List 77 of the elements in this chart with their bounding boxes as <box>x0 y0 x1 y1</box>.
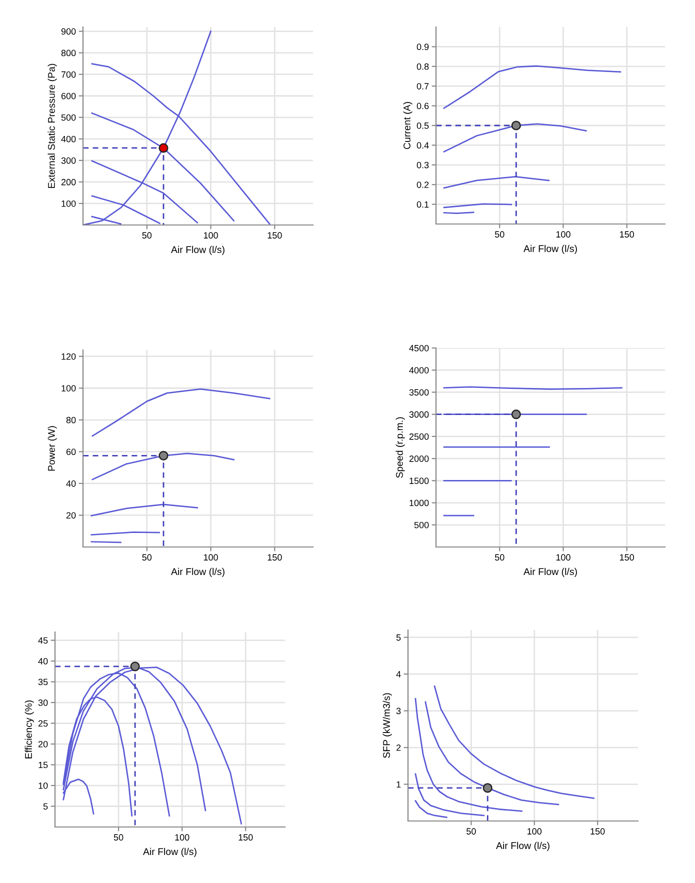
x-tick-label: 100 <box>204 554 218 561</box>
y-tick-label: 80 <box>66 416 76 424</box>
y-tick-label: 5 <box>43 803 48 810</box>
y-axis-title: Efficiency (%) <box>24 700 34 758</box>
x-tick-label: 100 <box>175 834 190 841</box>
y-tick-label: 800 <box>61 50 76 56</box>
y-tick-label: 60 <box>66 448 76 456</box>
y-tick-label: 400 <box>61 136 76 142</box>
x-tick-label: 50 <box>142 232 152 239</box>
y-tick-label: 0.7 <box>416 83 429 90</box>
x-tick-label: 100 <box>528 828 542 835</box>
y-tick-label: 15 <box>38 762 48 768</box>
y-tick-label: 2 <box>396 744 401 751</box>
y-tick-label: 4 <box>396 671 401 678</box>
x-tick-label: 150 <box>620 231 634 238</box>
y-tick-label: 20 <box>66 512 76 519</box>
y-tick-label: 1 <box>396 781 401 788</box>
y-tick-label: 2500 <box>409 433 429 440</box>
x-axis-title: Air Flow (l/s) <box>496 842 550 851</box>
y-tick-label: 120 <box>62 353 76 360</box>
y-tick-label: 0.3 <box>416 162 429 168</box>
y-tick-label: 0.2 <box>416 182 429 188</box>
y-tick-label: 900 <box>61 28 76 35</box>
y-tick-label: 500 <box>61 114 76 121</box>
y-tick-label: 500 <box>414 522 429 528</box>
y-tick-label: 5 <box>396 634 401 641</box>
x-tick-label: 100 <box>556 554 570 561</box>
x-tick-label: 50 <box>494 554 504 561</box>
y-tick-label: 1500 <box>410 478 429 484</box>
y-tick-label: 600 <box>61 92 76 100</box>
y-axis-title: SFP (kW/m3/s) <box>382 693 392 758</box>
y-tick-label: 0.8 <box>416 63 429 70</box>
x-tick-label: 150 <box>268 554 282 561</box>
x-tick-label: 150 <box>268 232 282 239</box>
x-axis-title: Air Flow (l/s) <box>171 568 224 577</box>
y-tick-label: 40 <box>38 658 48 664</box>
y-tick-label: 25 <box>38 720 48 727</box>
x-axis-title: Air Flow (l/s) <box>524 244 577 254</box>
x-tick-label: 50 <box>114 834 124 841</box>
y-tick-label: 4500 <box>409 344 429 352</box>
x-tick-label: 150 <box>620 554 634 561</box>
y-tick-label: 1000 <box>410 500 429 506</box>
y-tick-label: 4000 <box>409 367 429 374</box>
y-axis-title: Current (A) <box>403 102 412 150</box>
y-tick-label: 40 <box>66 480 76 487</box>
y-tick-label: 300 <box>61 157 76 164</box>
y-axis-title: Power (W) <box>48 426 57 471</box>
x-tick-label: 100 <box>556 231 570 238</box>
y-tick-label: 30 <box>38 700 48 706</box>
y-tick-label: 2000 <box>409 456 429 462</box>
x-tick-label: 100 <box>204 232 218 239</box>
y-tick-label: 45 <box>38 637 48 644</box>
y-tick-label: 0.9 <box>416 44 429 50</box>
y-tick-label: 20 <box>38 740 48 748</box>
y-tick-label: 100 <box>62 200 76 207</box>
y-tick-label: 700 <box>61 71 76 78</box>
y-tick-label: 3 <box>396 708 401 714</box>
x-tick-label: 50 <box>142 554 152 561</box>
y-axis-title: External Static Pressure (Pa) <box>48 64 57 188</box>
y-tick-label: 0.4 <box>416 142 429 149</box>
y-tick-label: 0.5 <box>416 122 429 129</box>
x-tick-label: 50 <box>494 231 504 238</box>
y-tick-label: 100 <box>62 385 76 392</box>
x-tick-label: 50 <box>466 828 476 835</box>
y-tick-label: 0.1 <box>416 201 429 208</box>
x-tick-label: 150 <box>590 828 605 835</box>
y-axis-title: Speed (r.p.m.) <box>396 417 405 478</box>
y-tick-label: 0.6 <box>416 102 429 110</box>
x-tick-label: 150 <box>238 834 253 841</box>
y-tick-label: 3000 <box>409 411 429 418</box>
y-tick-label: 3500 <box>409 389 429 396</box>
y-tick-label: 200 <box>61 178 76 186</box>
x-axis-title: Air Flow (l/s) <box>171 246 224 255</box>
y-tick-label: 10 <box>38 782 48 789</box>
y-tick-label: 35 <box>38 678 48 686</box>
x-axis-title: Air Flow (l/s) <box>143 848 196 857</box>
x-axis-title: Air Flow (l/s) <box>524 568 577 577</box>
